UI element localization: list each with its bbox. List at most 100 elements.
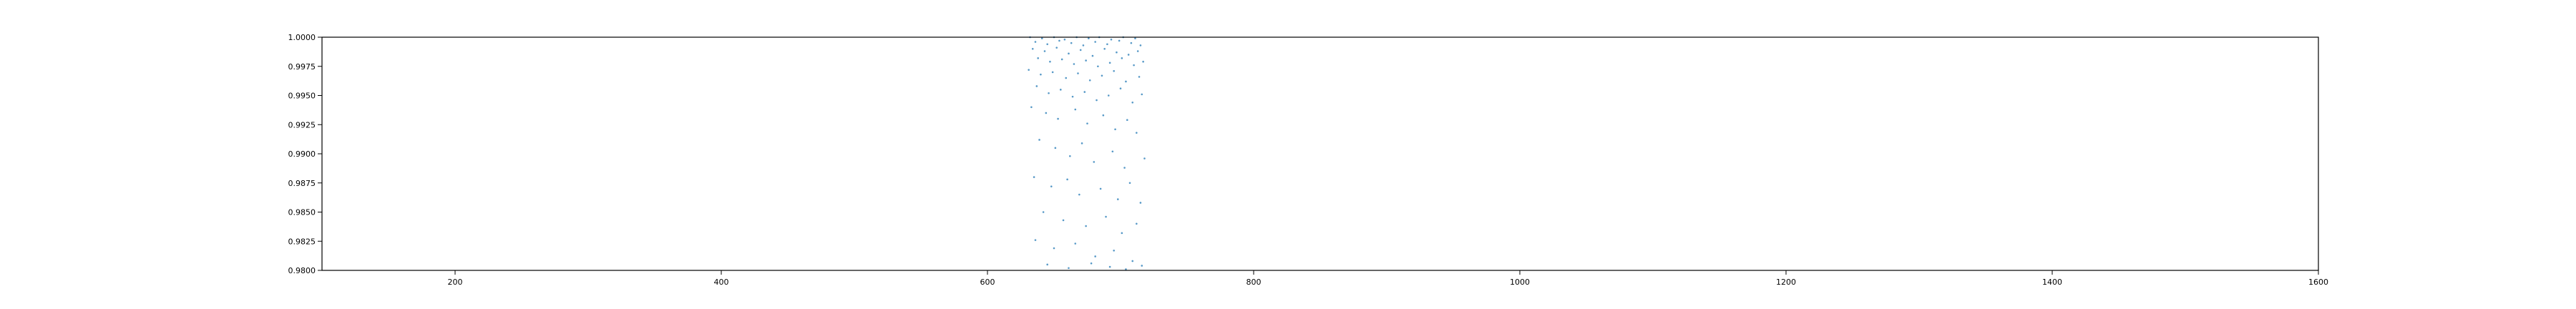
data-point — [1038, 139, 1040, 141]
data-point — [1065, 77, 1068, 79]
x-tick-label: 1400 — [2042, 278, 2062, 287]
data-point — [1055, 46, 1058, 49]
data-point — [1071, 95, 1074, 98]
data-point — [1131, 260, 1134, 263]
data-point — [1030, 106, 1033, 109]
data-point — [1062, 219, 1065, 222]
data-point — [1045, 112, 1048, 114]
data-point — [1046, 43, 1048, 46]
data-point — [1105, 215, 1107, 218]
data-point — [1136, 222, 1138, 225]
data-point — [1088, 37, 1090, 39]
x-tick-label: 1200 — [1776, 278, 1796, 287]
data-point — [1123, 167, 1126, 169]
data-point — [1060, 58, 1063, 61]
y-axis: 0.9800 0.9825 0.9850 0.9875 0.9900 0.9925 0.99… — [288, 33, 322, 275]
x-axis: 200 400 600 800 1000 1200 1400 1600 — [448, 270, 2328, 287]
data-point — [1063, 38, 1066, 41]
data-point — [1103, 48, 1106, 50]
data-point — [1053, 247, 1055, 250]
data-point — [1043, 50, 1046, 52]
y-tick-label: 0.9850 — [288, 208, 316, 217]
data-point — [1083, 91, 1086, 93]
data-point — [1073, 63, 1075, 65]
data-point — [1049, 60, 1051, 63]
data-point — [1058, 39, 1060, 42]
y-tick-label: 0.9950 — [288, 92, 316, 101]
data-point — [1139, 202, 1142, 204]
data-point — [1093, 161, 1096, 163]
data-point — [1057, 117, 1059, 120]
data-point — [1108, 62, 1111, 64]
data-point — [1110, 38, 1113, 41]
data-point — [1050, 185, 1053, 187]
data-point — [1111, 150, 1114, 153]
data-point — [1068, 267, 1070, 270]
data-point — [1118, 39, 1121, 42]
data-point — [1066, 178, 1068, 181]
data-point — [1031, 48, 1034, 50]
data-point — [1119, 87, 1122, 90]
data-point — [1042, 211, 1045, 213]
data-point — [1130, 41, 1133, 44]
data-point — [1040, 37, 1043, 39]
data-point — [1040, 73, 1042, 76]
data-point — [1037, 57, 1039, 59]
data-point — [1094, 255, 1096, 258]
data-point — [1101, 74, 1103, 77]
data-point — [1141, 265, 1143, 267]
data-point — [1125, 80, 1127, 83]
x-tick-label: 400 — [714, 278, 729, 287]
data-point — [1097, 65, 1099, 68]
data-point — [1054, 147, 1057, 149]
data-point — [1069, 154, 1071, 157]
data-point — [1090, 262, 1093, 265]
data-point — [1070, 41, 1073, 44]
y-tick-label: 0.9975 — [288, 62, 316, 72]
y-tick-label: 0.9925 — [288, 120, 316, 129]
data-point — [1099, 187, 1102, 190]
x-tick-label: 200 — [448, 278, 463, 287]
y-tick-label: 1.0000 — [288, 33, 316, 42]
data-point — [1077, 72, 1079, 74]
data-point — [1078, 193, 1080, 196]
data-point — [1082, 44, 1085, 46]
x-tick-label: 800 — [1246, 278, 1262, 287]
data-point — [1141, 93, 1143, 96]
data-point — [1113, 249, 1115, 252]
plot-area — [322, 37, 2318, 270]
data-point — [1136, 50, 1139, 52]
y-tick-label: 0.9800 — [288, 266, 316, 275]
x-tick-label: 1000 — [1510, 278, 1530, 287]
data-point — [1088, 79, 1091, 82]
x-tick-label: 600 — [980, 278, 995, 287]
data-point — [1094, 41, 1096, 43]
data-point — [1139, 44, 1142, 46]
data-point — [1134, 37, 1136, 39]
data-point — [1068, 52, 1070, 55]
data-point — [1113, 69, 1115, 72]
data-point — [1085, 59, 1087, 62]
data-point — [1034, 41, 1037, 43]
data-point — [1108, 265, 1111, 268]
data-point — [1048, 92, 1050, 94]
data-point — [1079, 49, 1082, 52]
data-point — [1143, 157, 1146, 160]
data-point — [1085, 225, 1087, 227]
y-tick-label: 0.9900 — [288, 149, 316, 159]
data-point — [1091, 54, 1094, 57]
data-point — [1034, 239, 1037, 241]
data-point — [1125, 268, 1127, 270]
data-point — [1033, 176, 1035, 178]
data-point — [1106, 43, 1108, 46]
data-point — [1121, 57, 1123, 59]
data-point — [1138, 76, 1141, 78]
data-point — [1127, 54, 1130, 56]
data-point — [1080, 142, 1083, 144]
data-point — [1133, 64, 1135, 67]
data-point — [1128, 182, 1131, 185]
data-point — [1116, 198, 1119, 200]
data-point — [1051, 71, 1054, 74]
data-point — [1074, 108, 1077, 111]
data-point — [1142, 60, 1144, 63]
